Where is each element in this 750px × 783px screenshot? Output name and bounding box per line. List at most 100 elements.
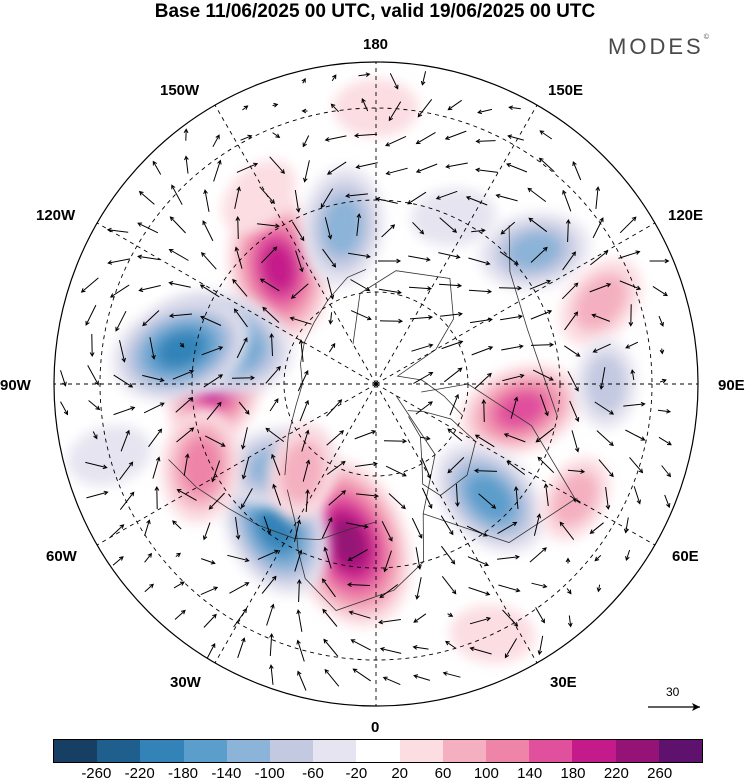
wind-arrow-142 [269,332,275,357]
wind-arrow-37 [415,163,438,173]
wind-arrow-212 [119,461,134,481]
wind-arrow-283 [529,547,547,563]
wind-arrow-87 [408,255,431,262]
wind-arrow-327 [504,638,518,659]
wind-arrow-198 [301,429,310,452]
anomaly-center-9 [301,166,384,287]
wind-arrow-132 [564,311,579,331]
wind-arrow-130 [500,314,523,321]
wind-arrow-67 [356,213,362,236]
wind-arrow-179 [269,398,279,412]
wind-arrow-175 [143,402,165,414]
wind-arrow-277 [347,549,368,561]
wind-arrow-316 [567,615,573,628]
wind-arrow-8 [330,103,339,113]
wind-arrow-243 [455,483,460,508]
wind-arrow-313 [469,616,492,625]
wind-vectors [60,71,672,691]
wind-arrow-145 [411,343,434,352]
colorbar-tick-label: -100 [254,765,285,782]
wind-arrow-200 [354,430,377,440]
wind-arrow-23 [415,131,436,145]
wind-arrow-152 [625,341,639,349]
wind-arrow-235 [208,492,225,510]
wind-arrow-155 [87,365,99,386]
wind-arrow-69 [412,221,425,235]
wind-arrow-19 [302,135,310,148]
wind-arrow-6 [272,102,279,108]
wind-arrow-157 [142,374,165,383]
graticule [54,62,698,706]
wind-arrow-113 [589,283,612,293]
wind-arrow-20 [324,135,347,142]
wind-arrow-61 [169,216,186,234]
wind-arrow-39 [475,167,498,173]
wind-arrow-150 [564,345,581,357]
wind-arrow-92 [562,251,577,271]
wind-arrow-10 [388,101,402,122]
wind-arrow-291 [261,575,277,594]
colorbar-segment-0 [54,740,98,762]
wind-arrow-26 [507,134,524,141]
colorbar-segment-10 [486,740,530,762]
wind-arrow-240 [356,493,379,499]
anomaly-center-11 [479,212,591,290]
wind-arrow-224 [473,468,498,474]
wind-arrow-163 [413,371,434,384]
wind-arrow-225 [506,460,526,475]
wind-arrow-324 [412,645,429,650]
wind-arrow-257 [294,519,302,542]
wind-arrow-239 [328,490,347,506]
wind-arrow-288 [173,581,185,589]
coastline-1 [352,270,463,416]
lon-label-90w: 90W [0,377,31,394]
wind-arrow-185 [510,396,519,419]
wind-arrow-121 [233,308,248,328]
wind-arrow-255 [235,517,241,540]
wind-arrow-98 [138,285,161,293]
wind-arrow-285 [594,555,602,562]
wind-arrow-192 [120,429,130,452]
wind-arrow-174 [113,406,136,416]
wind-arrow-329 [269,664,274,685]
wind-arrow-86 [378,258,402,264]
map-title: Base 11/06/2025 00 UTC, valid 19/06/2025… [154,1,596,22]
wind-arrow-90 [499,251,519,265]
wind-arrow-218 [302,459,311,482]
wind-arrow-302 [596,584,602,593]
wind-arrow-263 [466,525,488,537]
wind-arrow-51 [375,197,398,204]
colorbar-segment-11 [529,740,573,762]
wind-arrow-76 [619,216,637,234]
wind-arrow-116 [85,304,97,326]
wind-arrow-50 [345,193,368,199]
wind-arrow-319 [269,632,274,657]
wind-arrow-75 [592,217,604,239]
wind-arrow-105 [350,279,371,292]
wind-arrow-244 [478,493,497,509]
wind-arrow-165 [474,372,492,389]
wind-arrow-234 [176,489,197,501]
wind-arrow-220 [355,461,378,467]
colorbar-segment-7 [356,740,400,762]
wind-arrow-261 [411,517,423,539]
wind-arrow-144 [328,342,336,353]
wind-arrow-151 [592,343,611,353]
wind-arrow-278 [383,550,392,573]
wind-arrow-127 [409,315,434,320]
wind-arrow-236 [241,488,253,509]
wind-arrow-317 [206,642,216,659]
wind-arrow-140 [201,346,224,356]
wind-arrow-35 [355,162,378,169]
wind-arrow-297 [441,575,457,595]
wind-arrow-106 [379,288,402,295]
wind-arrow-63 [235,215,241,240]
wind-arrow-190 [657,408,672,414]
wind-arrow-290 [229,582,250,594]
wind-arrow-81 [234,246,243,269]
wind-arrow-100 [199,284,220,298]
wind-arrow-170 [630,369,636,380]
wind-arrow-89 [468,257,491,266]
colorbar-segment-2 [140,740,184,762]
